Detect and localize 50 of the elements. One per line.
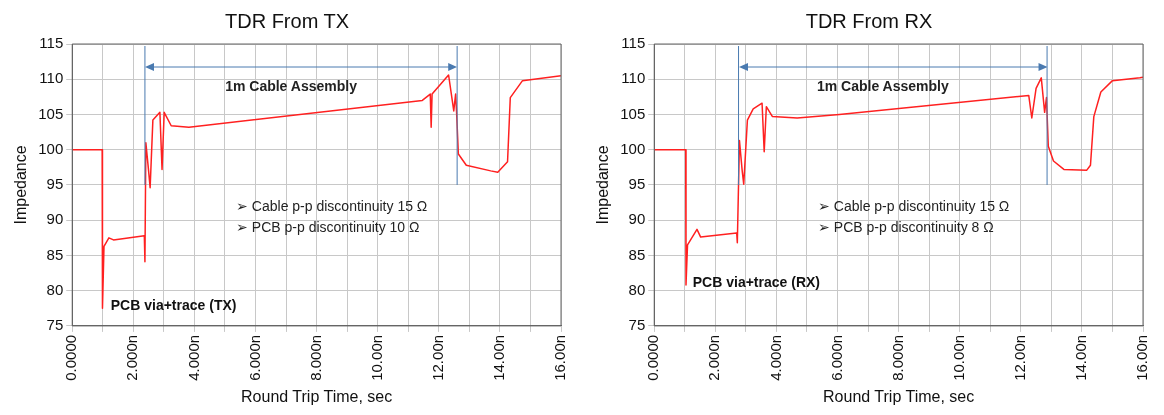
annotation: ➢ Cable p-p discontinuity 15 Ω <box>235 198 428 215</box>
annotation: PCB via+trace (TX) <box>110 297 237 314</box>
x-tick-label: 14.00n <box>1072 334 1090 381</box>
y-tick-label: 80 <box>628 280 646 298</box>
x-tick-label: 12.00n <box>428 334 446 381</box>
x-tick-label: 16.00n <box>1133 334 1151 381</box>
y-tick-label: 115 <box>39 34 64 52</box>
x-tick-label: 16.00n <box>551 334 569 381</box>
x-axis-title: Round Trip Time, sec <box>241 387 393 405</box>
y-axis-title: Impedance <box>12 145 30 225</box>
y-tick-label: 95 <box>628 175 646 193</box>
x-tick-label: 6.000n <box>245 334 263 381</box>
y-tick-label: 75 <box>46 316 64 334</box>
chart-title: TDR From TX <box>224 9 350 32</box>
x-axis-title: Round Trip Time, sec <box>823 387 975 405</box>
y-tick-label: 110 <box>39 69 64 87</box>
annotation: 1m Cable Assembly <box>816 77 949 94</box>
annotation: ➢ PCB p-p discontinuity 8 Ω <box>817 219 994 236</box>
y-tick-label: 100 <box>620 139 646 157</box>
chart-title: TDR From RX <box>805 9 933 32</box>
y-tick-label: 85 <box>46 245 64 263</box>
x-tick-label: 2.000n <box>705 334 723 381</box>
y-tick-label: 105 <box>38 104 64 122</box>
annotation: ➢ PCB p-p discontinuity 10 Ω <box>235 219 420 236</box>
y-tick-label: 100 <box>38 139 64 157</box>
y-tick-label: 95 <box>46 175 64 193</box>
x-tick-label: 6.000n <box>827 334 845 381</box>
y-tick-label: 85 <box>628 245 646 263</box>
y-tick-label: 105 <box>620 104 646 122</box>
x-tick-label: 4.000n <box>766 334 784 381</box>
y-tick-label: 90 <box>628 210 646 228</box>
y-axis-title: Impedance <box>594 145 612 225</box>
y-tick-label: 110 <box>621 69 646 87</box>
x-tick-label: 10.00n <box>949 334 967 381</box>
y-tick-label: 115 <box>621 34 646 52</box>
x-tick-label: 8.000n <box>888 334 906 381</box>
y-tick-label: 75 <box>628 316 646 334</box>
y-tick-label: 80 <box>46 280 64 298</box>
x-tick-label: 14.00n <box>490 334 508 381</box>
annotation: 1m Cable Assembly <box>225 77 358 94</box>
x-tick-label: 0.0000 <box>644 334 662 381</box>
x-tick-label: 2.000n <box>123 334 141 381</box>
annotation: ➢ Cable p-p discontinuity 15 Ω <box>817 198 1010 215</box>
annotation: PCB via+trace (RX) <box>692 273 820 290</box>
x-tick-label: 4.000n <box>184 334 202 381</box>
x-tick-label: 8.000n <box>306 334 324 381</box>
y-tick-label: 90 <box>46 210 64 228</box>
x-tick-label: 0.0000 <box>62 334 80 381</box>
x-tick-label: 10.00n <box>367 334 385 381</box>
x-tick-label: 12.00n <box>1010 334 1028 381</box>
